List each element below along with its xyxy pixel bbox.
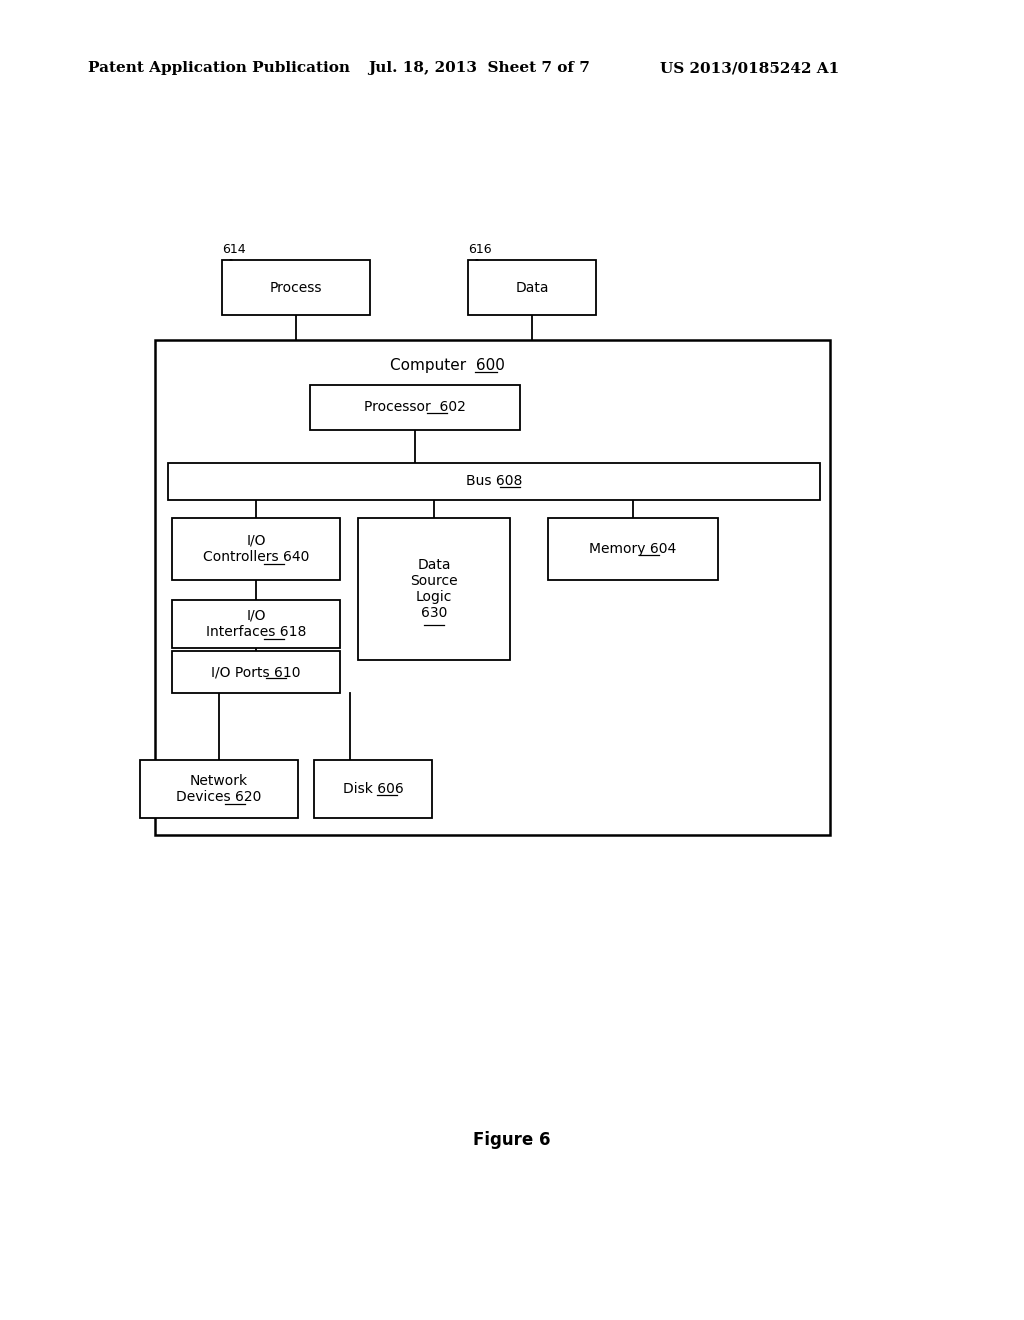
Bar [358, 517, 510, 660]
Bar [310, 385, 520, 430]
Bar [172, 651, 340, 693]
Text: Data: Data [515, 281, 549, 294]
Text: Data
Source
Logic
630: Data Source Logic 630 [411, 557, 458, 620]
Bar [155, 341, 830, 836]
Text: Patent Application Publication: Patent Application Publication [88, 61, 350, 75]
Bar [468, 260, 596, 315]
Text: Process: Process [269, 281, 323, 294]
Bar [314, 760, 432, 818]
Bar [548, 517, 718, 579]
Text: 614: 614 [222, 243, 246, 256]
Bar [172, 601, 340, 648]
Text: Figure 6: Figure 6 [473, 1131, 551, 1148]
Text: I/O
Controllers 640: I/O Controllers 640 [203, 533, 309, 564]
Text: 616: 616 [468, 243, 492, 256]
Text: Bus 608: Bus 608 [466, 474, 522, 488]
Text: Processor  602: Processor 602 [365, 400, 466, 414]
Bar [140, 760, 298, 818]
Text: Memory 604: Memory 604 [590, 543, 677, 556]
Text: Jul. 18, 2013  Sheet 7 of 7: Jul. 18, 2013 Sheet 7 of 7 [368, 61, 590, 75]
Text: US 2013/0185242 A1: US 2013/0185242 A1 [660, 61, 840, 75]
Text: Disk 606: Disk 606 [343, 781, 403, 796]
Text: I/O
Interfaces 618: I/O Interfaces 618 [206, 609, 306, 639]
Bar [168, 463, 820, 500]
Text: Computer  600: Computer 600 [390, 358, 505, 374]
Bar [222, 260, 370, 315]
Text: I/O Ports 610: I/O Ports 610 [211, 665, 301, 678]
Bar [172, 517, 340, 579]
Text: Network
Devices 620: Network Devices 620 [176, 774, 262, 804]
